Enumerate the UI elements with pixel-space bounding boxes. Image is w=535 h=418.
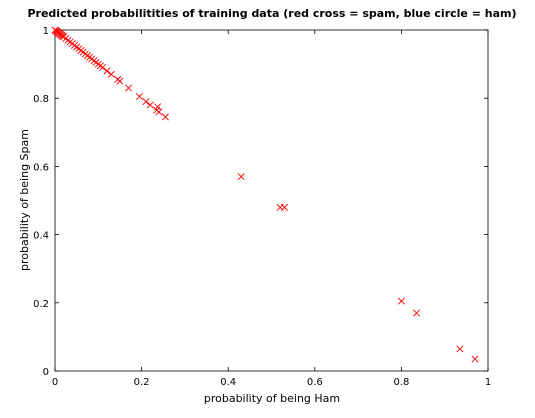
x-axis-label: probability of being Ham [204, 392, 340, 405]
chart-title: Predicted probabilitities of training da… [27, 7, 516, 20]
data-point [237, 173, 245, 181]
y-tick-label: 0.2 [33, 299, 49, 310]
data-point [103, 67, 111, 75]
x-tick-label: 0.2 [134, 377, 150, 388]
axis-ticks: 0 0.2 0.4 0.6 0.8 1 0 0.2 0.4 0.6 0.8 1 [33, 26, 491, 388]
x-tick-label: 0 [52, 377, 58, 388]
plot-border [54, 29, 489, 372]
data-point [413, 309, 421, 317]
data-point [471, 355, 479, 363]
y-tick-label: 0.6 [33, 162, 49, 173]
data-points [51, 26, 479, 363]
data-point [146, 101, 154, 109]
x-tick-label: 1 [485, 377, 491, 388]
plot-area [54, 29, 489, 372]
y-tick-label: 0.8 [33, 94, 49, 105]
data-point [125, 84, 133, 92]
x-tick-label: 0.8 [393, 377, 409, 388]
data-point [107, 70, 115, 78]
x-tick-label: 0.4 [220, 377, 236, 388]
data-point [116, 77, 124, 85]
x-tick-label: 0.6 [307, 377, 323, 388]
data-point [154, 103, 162, 111]
data-point [135, 92, 143, 101]
data-point [155, 108, 163, 116]
data-point [161, 113, 169, 121]
data-point [397, 297, 405, 305]
data-point [142, 98, 150, 106]
y-tick-label: 0.4 [33, 231, 49, 242]
y-axis-label: probability of being Spam [18, 129, 31, 271]
y-tick-label: 1 [43, 26, 49, 37]
data-point [99, 63, 107, 72]
data-point [456, 345, 464, 353]
data-point [280, 203, 289, 211]
y-tick-label: 0 [43, 367, 49, 378]
